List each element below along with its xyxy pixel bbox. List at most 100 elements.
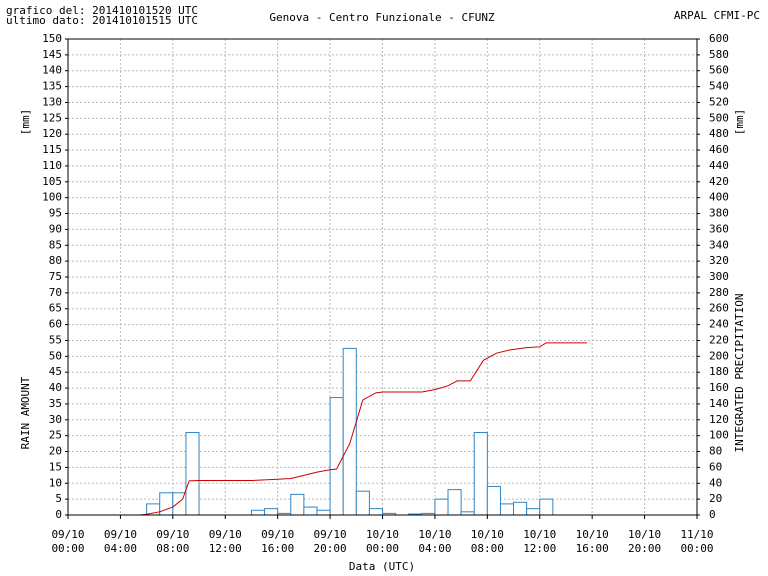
bar bbox=[250, 509, 266, 516]
y-tick-label: 80 bbox=[49, 254, 62, 267]
y-tick-label: 20 bbox=[49, 445, 62, 458]
y2-tick-label: 260 bbox=[709, 302, 729, 315]
y-tick-label: 100 bbox=[42, 191, 62, 204]
y-tick-label: 5 bbox=[55, 492, 62, 505]
chart-title: Genova - Centro Funzionale - CFUNZ bbox=[269, 11, 495, 24]
cumulative-line bbox=[68, 342, 587, 516]
y2-axis-label: INTEGRATED PRECIPITATION bbox=[733, 294, 746, 453]
bar bbox=[290, 493, 305, 516]
y-tick-label: 115 bbox=[42, 143, 62, 156]
bar bbox=[486, 485, 501, 516]
y2-tick-label: 420 bbox=[709, 175, 729, 188]
y-tick-label: 140 bbox=[42, 64, 62, 77]
y2-tick-label: 400 bbox=[709, 191, 729, 204]
y2-tick-label: 240 bbox=[709, 318, 729, 331]
y2-tick-label: 280 bbox=[709, 286, 729, 299]
y2-tick-label: 60 bbox=[709, 460, 722, 473]
x-tick-label: 10/10 20:00 bbox=[628, 528, 662, 555]
y2-tick-label: 480 bbox=[709, 127, 729, 140]
y2-tick-label: 540 bbox=[709, 80, 729, 93]
y-tick-label: 75 bbox=[49, 270, 62, 283]
y2-tick-label: 300 bbox=[709, 270, 729, 283]
bar bbox=[434, 498, 449, 516]
bar bbox=[342, 347, 357, 516]
y2-tick-label: 460 bbox=[709, 143, 729, 156]
y-tick-label: 70 bbox=[49, 286, 62, 299]
y2-tick-label: 380 bbox=[709, 207, 729, 220]
bar bbox=[185, 431, 200, 516]
y2-tick-label: 600 bbox=[709, 32, 729, 45]
y2-tick-label: 520 bbox=[709, 95, 729, 108]
y2-tick-label: 80 bbox=[709, 445, 722, 458]
x-tick-label: 10/10 04:00 bbox=[418, 528, 452, 555]
y-tick-label: 15 bbox=[49, 460, 62, 473]
y2-tick-label: 340 bbox=[709, 238, 729, 251]
y-tick-label: 35 bbox=[49, 397, 62, 410]
bar bbox=[264, 508, 279, 516]
x-tick-label: 10/10 12:00 bbox=[523, 528, 557, 555]
plot-frame bbox=[67, 38, 698, 516]
header-right: ARPAL CFMI-PC bbox=[674, 9, 760, 22]
y2-tick-label: 0 bbox=[709, 508, 716, 521]
y-tick-label: 135 bbox=[42, 80, 62, 93]
y2-tick-label: 20 bbox=[709, 492, 722, 505]
y-tick-label: 125 bbox=[42, 111, 62, 124]
x-tick-label: 09/10 16:00 bbox=[261, 528, 295, 555]
y-tick-label: 85 bbox=[49, 238, 62, 251]
y2-tick-label: 560 bbox=[709, 64, 729, 77]
y-tick-label: 50 bbox=[49, 349, 62, 362]
x-tick-label: 10/10 16:00 bbox=[575, 528, 609, 555]
y-tick-label: 65 bbox=[49, 302, 62, 315]
y2-tick-label: 580 bbox=[709, 48, 729, 61]
y-tick-label: 110 bbox=[42, 159, 62, 172]
y-tick-label: 105 bbox=[42, 175, 62, 188]
y2-tick-label: 200 bbox=[709, 349, 729, 362]
y-tick-label: 0 bbox=[55, 508, 62, 521]
bar bbox=[303, 506, 318, 516]
x-tick-label: 11/10 00:00 bbox=[680, 528, 714, 555]
x-tick-label: 10/10 08:00 bbox=[470, 528, 504, 555]
bar bbox=[499, 503, 515, 516]
y2-tick-label: 120 bbox=[709, 413, 729, 426]
y-tick-label: 130 bbox=[42, 95, 62, 108]
y-tick-label: 95 bbox=[49, 207, 62, 220]
y2-tick-label: 220 bbox=[709, 333, 729, 346]
y-tick-label: 55 bbox=[49, 333, 62, 346]
bar bbox=[513, 501, 528, 516]
bar bbox=[329, 397, 344, 516]
y-tick-label: 10 bbox=[49, 476, 62, 489]
bar bbox=[473, 431, 488, 516]
y2-tick-label: 320 bbox=[709, 254, 729, 267]
bar bbox=[539, 498, 554, 516]
y-axis-label: RAIN AMOUNT bbox=[19, 376, 32, 449]
x-tick-label: 09/10 08:00 bbox=[156, 528, 190, 555]
header-left: ultimo dato: 201410101515 UTC bbox=[6, 14, 198, 27]
y2-tick-label: 100 bbox=[709, 429, 729, 442]
y2-tick-label: 160 bbox=[709, 381, 729, 394]
y2-tick-label: 440 bbox=[709, 159, 729, 172]
x-tick-label: 09/10 04:00 bbox=[103, 528, 137, 555]
bar bbox=[526, 508, 541, 516]
bar bbox=[159, 492, 174, 516]
x-tick-label: 10/10 00:00 bbox=[365, 528, 400, 555]
bar bbox=[368, 508, 384, 516]
x-tick-label: 09/10 20:00 bbox=[313, 528, 347, 555]
y2-tick-label: 180 bbox=[709, 365, 729, 378]
y-tick-label: 150 bbox=[42, 32, 62, 45]
y2-tick-label: 360 bbox=[709, 222, 729, 235]
x-axis-label: Data (UTC) bbox=[349, 560, 415, 573]
y-tick-label: 40 bbox=[49, 381, 62, 394]
bar bbox=[355, 490, 370, 516]
x-tick-label: 09/10 00:00 bbox=[51, 528, 85, 555]
y-tick-label: 120 bbox=[42, 127, 62, 140]
bar bbox=[316, 509, 331, 516]
y2-tick-label: 40 bbox=[709, 476, 722, 489]
y2-tick-label: 140 bbox=[709, 397, 729, 410]
y-tick-label: 45 bbox=[49, 365, 62, 378]
x-tick-label: 09/10 12:00 bbox=[208, 528, 242, 555]
y2-tick-label: 500 bbox=[709, 111, 729, 124]
y-tick-label: 25 bbox=[49, 429, 62, 442]
y-tick-label: 60 bbox=[49, 318, 62, 331]
